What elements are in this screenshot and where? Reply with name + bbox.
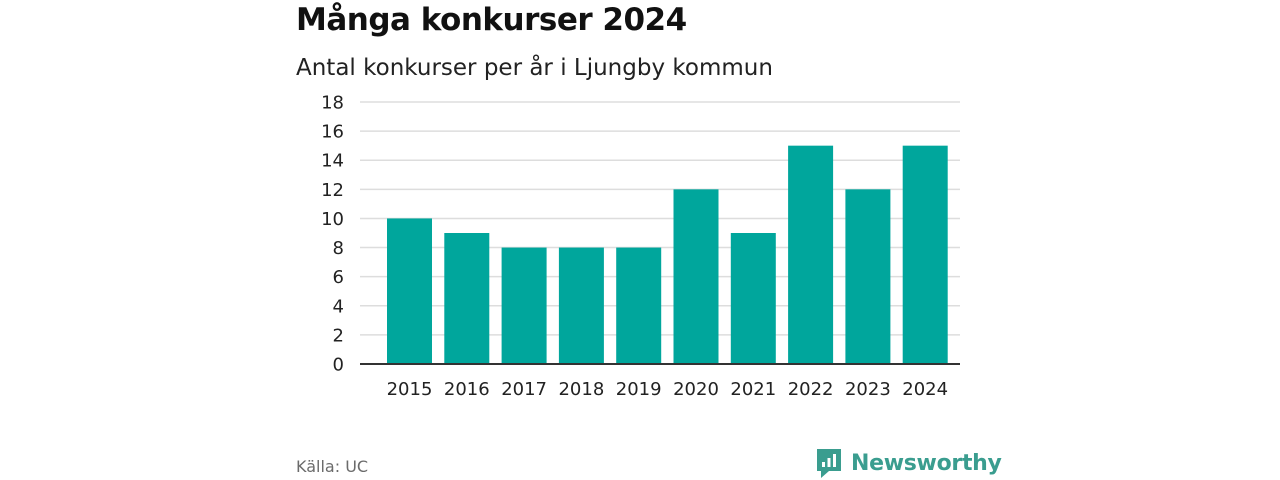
brand-logo: Newsworthy [815,446,1002,480]
bar-2021 [730,233,776,364]
x-tick-label: 2022 [788,379,834,400]
y-tick-label: 16 [321,122,344,143]
x-tick-label: 2017 [501,379,547,400]
x-tick-label: 2018 [558,379,604,400]
bar-2022 [788,145,834,364]
bar-2017 [501,247,547,364]
bar-2019 [616,247,662,364]
bar-2024 [902,145,948,364]
x-axis-ticks: 2015 2016 2017 2018 2019 2020 2021 2022 2023 2024 [387,379,949,400]
source-note: Källa: UC [296,457,369,476]
y-axis-ticks: 0 2 4 6 8 10 12 14 16 18 [321,93,344,376]
y-tick-label: 14 [321,151,344,172]
y-tick-label: 2 [333,325,344,346]
chart-subtitle: Antal konkurser per år i Ljungby kommun [296,55,773,81]
y-tick-label: 8 [333,238,344,259]
x-tick-label: 2019 [616,379,662,400]
y-tick-label: 12 [321,180,344,201]
y-tick-label: 10 [321,209,344,230]
newsworthy-logo-icon [817,449,841,478]
y-tick-label: 0 [333,355,344,376]
x-tick-label: 2023 [845,379,891,400]
bars [387,145,948,364]
bar-2015 [387,218,432,364]
x-tick-label: 2015 [387,379,433,400]
bar-2023 [845,189,891,364]
y-tick-label: 4 [333,296,344,317]
y-tick-label: 6 [333,267,344,288]
bar-chart: 0 2 4 6 8 10 12 14 16 18 2015 2016 2017 2018 2019 2020… [321,93,960,400]
bar-2020 [673,189,719,364]
chart-title: Många konkurser 2024 [296,2,687,38]
x-tick-label: 2024 [902,379,948,400]
bar-2018 [558,247,604,364]
x-tick-label: 2016 [444,379,490,400]
bar-2016 [444,233,490,364]
brand-name: Newsworthy [851,450,1002,476]
y-tick-label: 18 [321,93,344,114]
x-tick-label: 2020 [673,379,719,400]
x-tick-label: 2021 [730,379,776,400]
